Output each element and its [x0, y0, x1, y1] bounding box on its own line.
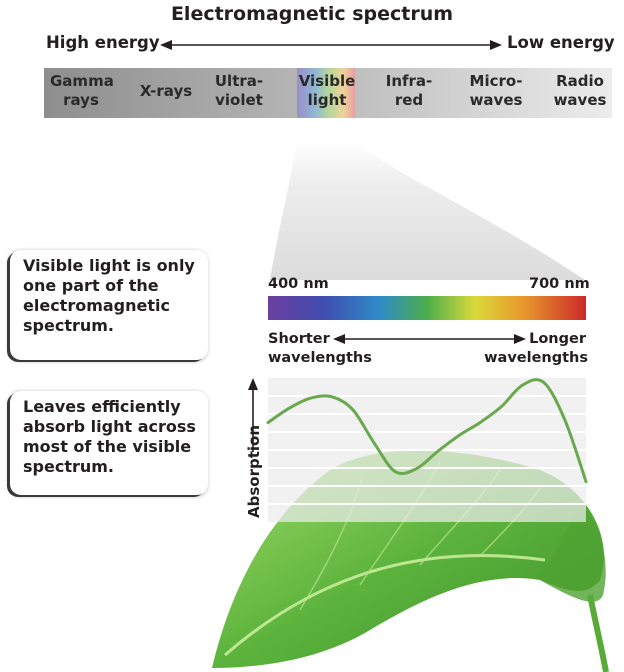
band-infrared: Infra-red — [385, 72, 433, 109]
band-ultraviolet: Ultra-violet — [214, 72, 264, 109]
band-visible-light: Visible light — [298, 72, 356, 109]
label-700nm: 700 nm — [529, 276, 590, 292]
diagram-title: Electromagnetic spectrum — [170, 3, 454, 25]
y-axis-arrow — [248, 378, 258, 452]
high-energy-label: High energy — [46, 33, 160, 52]
band-microwaves: Micro-waves — [469, 72, 523, 109]
grid-lines — [268, 395, 586, 505]
band-radio-waves: Radio waves — [553, 72, 607, 109]
visible-light-band — [297, 68, 355, 118]
y-axis-label: Absorption — [245, 425, 263, 518]
low-energy-label: Low energy — [507, 33, 615, 52]
absorption-graph — [266, 378, 588, 522]
callout-visible-light: Visible light is only one part of the el… — [10, 250, 208, 360]
wavelength-arrow — [333, 334, 526, 344]
absorption-curve — [266, 378, 588, 484]
label-400nm: 400 nm — [268, 276, 329, 292]
visible-spectrum-bar — [268, 296, 586, 320]
band-gamma-rays: Gamma rays — [50, 72, 114, 109]
shorter-wavelengths-label: Shorter wavelengths — [268, 331, 372, 366]
callout-leaf-absorption: Leaves efficiently absorb light across m… — [10, 391, 208, 495]
zoom-cone — [270, 140, 585, 280]
longer-wavelengths-label: Longer wavelengths — [484, 331, 588, 366]
band-x-rays: X-rays — [139, 82, 193, 100]
energy-arrow — [160, 40, 502, 50]
